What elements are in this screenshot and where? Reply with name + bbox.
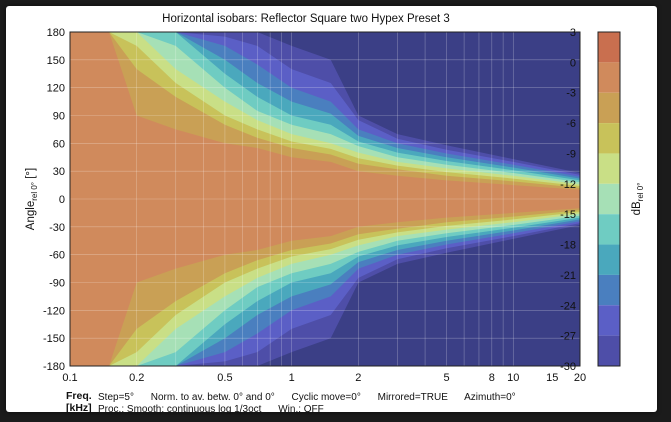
colorbar-segment — [598, 92, 620, 124]
colorbar-segment — [598, 305, 620, 336]
isobar-band-lower — [70, 225, 580, 366]
x-tick-label: 10 — [507, 372, 519, 384]
footer-processing-line: Proc.: Smooth: continuous log 1/3oct Win… — [98, 404, 338, 415]
x-tick-label: 0.5 — [217, 372, 232, 384]
x-tick-label: 15 — [546, 372, 558, 384]
colorbar-tick-label: -18 — [560, 240, 576, 252]
isobar-band-upper — [70, 32, 580, 173]
colorbar-segment — [598, 183, 620, 215]
x-tick-label: 8 — [489, 372, 495, 384]
x-axis-label-bottom: [kHz] — [66, 402, 92, 414]
colorbar-tick-label: -21 — [560, 270, 576, 282]
y-tick-label: 60 — [53, 138, 65, 150]
footer-settings-line: Step=5° Norm. to av. betw. 0° and 0° Cyc… — [98, 392, 530, 403]
y-tick-label: 150 — [47, 55, 65, 67]
x-tick-label: 1 — [289, 372, 295, 384]
colorbar-segment — [598, 214, 620, 245]
colorbar-tick-label: 3 — [570, 27, 576, 39]
colorbar-tick-label: -30 — [560, 361, 576, 373]
isobar-chart: Horizontal isobars: Reflector Square two… — [25, 13, 645, 384]
y-tick-label: -120 — [43, 305, 65, 317]
footer-azimuth: Azimuth=0° — [464, 392, 516, 403]
x-tick-label: 0.1 — [62, 372, 77, 384]
y-tick-label: -90 — [49, 278, 65, 290]
y-axis-label: Anglerel 0° [°] — [25, 168, 39, 230]
colorbar-tick-label: -3 — [566, 88, 576, 100]
colorbar-tick-label: -24 — [560, 300, 576, 312]
colorbar-segment — [598, 335, 620, 366]
colorbar-tick-label: -9 — [566, 148, 576, 160]
colorbar-frame — [597, 31, 621, 367]
colorbar-segment — [598, 244, 620, 275]
y-tick-label: -150 — [43, 333, 65, 345]
colorbar-segment — [598, 153, 620, 184]
chart-title: Horizontal isobars: Reflector Square two… — [162, 13, 450, 25]
x-tick-label: 20 — [574, 372, 586, 384]
y-tick-label: -30 — [49, 222, 65, 234]
plot-frame — [69, 31, 581, 367]
colorbar-segment — [598, 62, 620, 93]
footer-norm: Norm. to av. betw. 0° and 0° — [150, 392, 275, 403]
colorbar-segment — [598, 32, 620, 63]
y-tick-label: 120 — [47, 83, 65, 95]
footer-mirrored: Mirrored=TRUE — [377, 392, 448, 403]
footer-proc: Proc.: Smooth: continuous log 1/3oct — [98, 404, 262, 415]
chart-panel: Horizontal isobars: Reflector Square two… — [6, 6, 657, 415]
y-tick-label: 0 — [59, 194, 65, 206]
footer-step: Step=5° — [98, 392, 134, 403]
colorbar-label: dBrel 0° — [631, 183, 645, 216]
x-tick-label: 0.2 — [129, 372, 144, 384]
colorbar-tick-label: 0 — [570, 57, 576, 69]
colorbar-tick-label: -6 — [566, 118, 576, 130]
y-tick-label: -60 — [49, 250, 65, 262]
colorbar-tick-label: -27 — [560, 331, 576, 343]
y-tick-label: -180 — [43, 361, 65, 373]
y-tick-label: 180 — [47, 27, 65, 39]
footer-cyclic: Cyclic move=0° — [291, 392, 361, 403]
colorbar-segment — [598, 123, 620, 154]
y-tick-label: 30 — [53, 166, 65, 178]
footer-win: Win.: OFF — [278, 404, 324, 415]
y-tick-label: 90 — [53, 111, 65, 123]
x-tick-label: 2 — [355, 372, 361, 384]
colorbar-tick-label: -15 — [560, 209, 576, 221]
colorbar-segment — [598, 274, 620, 306]
colorbar-tick-label: -12 — [560, 179, 576, 191]
x-tick-label: 5 — [443, 372, 449, 384]
x-axis-label-top: Freq. — [66, 390, 92, 402]
